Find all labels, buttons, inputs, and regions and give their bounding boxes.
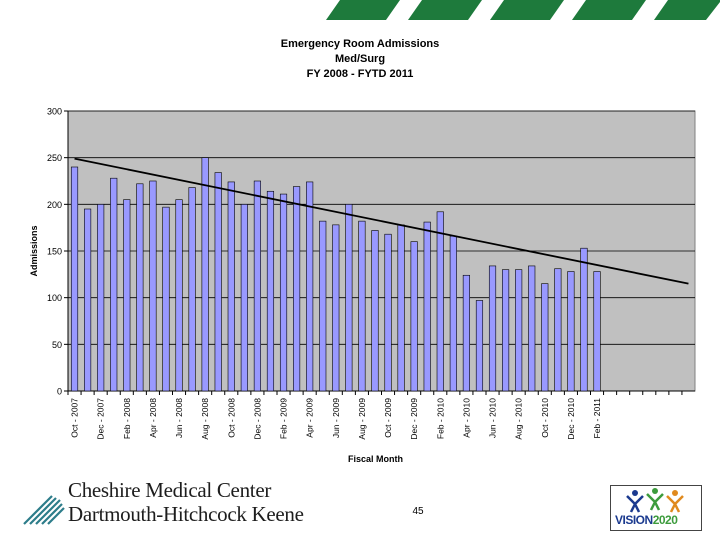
header-stripe (572, 0, 646, 20)
vision-2020-logo: VISION2020 (610, 485, 702, 531)
bar (266, 190, 275, 392)
x-tick-label: Feb - 2008 (122, 398, 132, 439)
bar (358, 220, 366, 392)
page-number: 45 (412, 506, 424, 517)
bar (175, 199, 183, 392)
bar (306, 181, 314, 392)
y-tick-label: 100 (47, 293, 62, 303)
bar (149, 180, 157, 392)
bar (436, 211, 444, 392)
bar (554, 268, 562, 392)
chart-title-line-3: FY 2008 - FYTD 2011 (306, 68, 414, 80)
y-tick-label: 250 (47, 153, 62, 163)
x-tick-label: Dec - 2007 (96, 398, 106, 440)
x-tick-label: Aug - 2008 (200, 398, 210, 440)
bar (188, 187, 196, 392)
people-icon (626, 488, 684, 513)
x-tick-label: Feb - 2011 (592, 398, 602, 439)
header-stripe (654, 0, 720, 20)
trend-line (74, 157, 689, 285)
bar (580, 247, 588, 392)
x-tick-label: Apr - 2008 (148, 398, 158, 438)
bar (110, 177, 118, 392)
bar (541, 283, 549, 392)
bar (567, 271, 575, 392)
x-tick-label: Jun - 2009 (331, 398, 341, 438)
bar (136, 183, 144, 392)
x-tick-label: Dec - 2010 (566, 398, 576, 440)
bar (410, 241, 418, 392)
header-stripe (408, 0, 482, 20)
bar (240, 204, 248, 392)
chart-title-line-1: Emergency Room Admissions (280, 38, 440, 50)
bar (123, 199, 131, 392)
x-tick-label: Oct - 2009 (383, 398, 393, 438)
bar (423, 221, 431, 392)
x-tick-label: Feb - 2010 (435, 398, 445, 439)
bar (371, 230, 379, 392)
bar (502, 269, 510, 392)
vision-text: VISION2020 (615, 513, 678, 527)
bar (253, 180, 261, 392)
bar (593, 271, 601, 392)
bar (84, 208, 92, 392)
bar (319, 220, 327, 392)
x-tick-label: Aug - 2009 (357, 398, 367, 440)
header-stripe (490, 0, 564, 20)
bar (449, 235, 457, 392)
vision-year: 2020 (652, 513, 678, 527)
bar (345, 204, 353, 392)
bar (293, 186, 301, 392)
bar (279, 193, 288, 392)
bar (332, 224, 340, 392)
bar (488, 265, 497, 392)
x-tick-label: Aug - 2010 (514, 398, 524, 440)
header-stripes (326, 0, 720, 20)
bar (462, 274, 470, 392)
x-tick-label: Oct - 2008 (226, 398, 236, 438)
bar (214, 172, 222, 392)
x-tick-label: Feb - 2009 (279, 398, 289, 439)
bar (384, 233, 392, 392)
y-tick-label: 0 (57, 387, 62, 397)
x-tick-label: Dec - 2009 (409, 398, 419, 440)
header-stripe (326, 0, 400, 20)
y-tick-label: 300 (47, 107, 62, 117)
bar (227, 181, 235, 392)
x-tick-label: Jun - 2010 (488, 398, 498, 438)
chart: 0 50 100 150 200 250 300 Oct - 2007 Dec - 2007 Fe… (29, 107, 696, 464)
bar (97, 204, 105, 392)
bar (528, 265, 536, 392)
bar (515, 269, 523, 392)
cheshire-logo: Cheshire Medical Center Dartmouth-Hitchc… (22, 478, 322, 528)
x-tick-label: Apr - 2010 (461, 398, 471, 438)
x-tick-label: Dec - 2008 (252, 398, 262, 440)
x-tick-label: Oct - 2007 (70, 398, 80, 438)
bar (201, 157, 209, 392)
y-axis-title: Admissions (29, 225, 39, 276)
logo-line-1: Cheshire Medical Center (68, 478, 272, 502)
bar (475, 300, 484, 392)
y-tick-label: 150 (47, 247, 62, 257)
bar (70, 166, 79, 392)
x-axis-title: Fiscal Month (348, 454, 403, 464)
bar (397, 224, 405, 392)
y-tick-label: 50 (52, 340, 62, 350)
x-tick-label: Apr - 2009 (305, 398, 315, 438)
vision-word: VISION (615, 513, 653, 527)
bar (162, 206, 170, 392)
logo-line-2: Dartmouth-Hitchcock Keene (68, 502, 304, 526)
logo-mark-icon (23, 495, 65, 525)
x-tick-label: Oct - 2010 (540, 398, 550, 438)
chart-title-line-2: Med/Surg (334, 53, 386, 65)
y-tick-label: 200 (47, 200, 62, 210)
x-tick-label: Jun - 2008 (174, 398, 184, 438)
